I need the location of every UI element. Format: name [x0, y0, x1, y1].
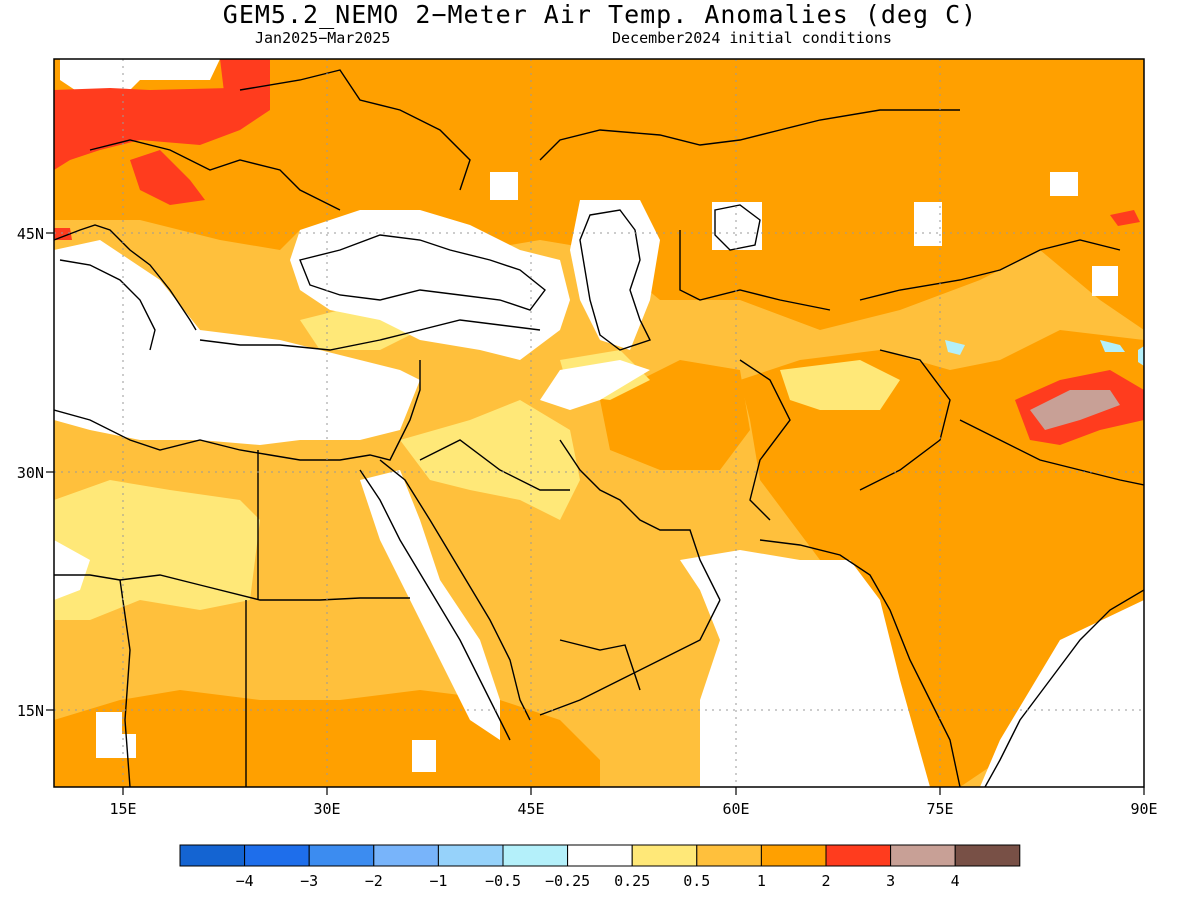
field-red-china-spot: [1110, 210, 1140, 226]
field-red-iberia-spot: [54, 228, 72, 240]
colorbar-box-5: [437, 844, 504, 867]
y-tick-label-15n: 15N: [17, 702, 44, 720]
russia-kazakh-border: [539, 109, 960, 161]
field-lightblue-spot-1: [945, 340, 965, 355]
plot-frame: [53, 58, 1145, 788]
colorbar-box-2: [244, 844, 310, 867]
colorbar-box-8: [631, 844, 698, 867]
field-yellow-arabia-north: [400, 400, 580, 520]
persian-gulf: [559, 439, 721, 601]
colorbar-box-9: [696, 844, 762, 867]
colorbar-box-11: [825, 844, 892, 867]
field-white-patch-china: [1092, 266, 1118, 296]
arabia-north-border: [419, 439, 570, 491]
colorbar-box-13: [954, 844, 1021, 867]
iran-afghan-border: [739, 359, 791, 521]
field-white-west-africa: [54, 540, 90, 600]
field-red-europe: [54, 88, 240, 170]
map-title: GEM5.2_NEMO 2−Meter Air Temp. Anomalies …: [222, 0, 978, 29]
colorbar-label-5: −0.5: [485, 872, 521, 890]
himalaya-border: [959, 419, 1144, 486]
field-orange-north: [54, 59, 1144, 330]
x-tick-label-30e: 30E: [313, 800, 340, 818]
field-white-bay-of-bengal: [980, 600, 1144, 787]
field-red-baltic: [220, 59, 270, 130]
turkey-south-coast: [199, 319, 541, 351]
colorbar-box-10: [760, 844, 827, 867]
x-tick-label-60e: 60E: [722, 800, 749, 818]
ukraine-russia-border: [239, 69, 471, 191]
field-orange-iran: [600, 360, 750, 470]
field-white-black-sea: [290, 210, 570, 360]
field-yellow-sahara: [54, 480, 260, 620]
colorbar-label-12: 4: [951, 872, 960, 890]
colorbar-label-10: 2: [821, 872, 830, 890]
field-white-aral: [712, 202, 762, 250]
field-white-patch-kazakh: [914, 202, 942, 246]
north-africa-coast: [54, 360, 421, 461]
colorbar-label-7: 0.25: [614, 872, 650, 890]
field-white-patch-ethiopia: [412, 740, 436, 772]
caspian-sea: [579, 209, 651, 351]
colorbar-box-1: [179, 844, 246, 867]
colorbar-box-4: [373, 844, 439, 867]
pakistan-border: [859, 349, 951, 491]
forecast-period: Jan2025−Mar2025: [255, 29, 391, 47]
field-white-patch-mongolia: [1050, 172, 1078, 196]
yemen-oman-border: [559, 639, 641, 691]
field-white-patch-russia: [490, 172, 518, 200]
red-sea-west: [359, 469, 511, 741]
colorbar-label-6: −0.25: [545, 872, 590, 890]
y-tick-label-45n: 45N: [17, 225, 44, 243]
colorbar: −4 −3 −2 −1 −0.5 −0.25 0.25 0.5 1 2 3 4: [179, 844, 1021, 890]
colorbar-label-1: −4: [236, 872, 254, 890]
field-white-patch-africa: [96, 712, 136, 758]
mauritania-border: [54, 574, 121, 581]
colorbar-label-8: 0.5: [683, 872, 710, 890]
field-white-red-sea: [360, 470, 500, 740]
x-tick-label-75e: 75E: [926, 800, 953, 818]
colorbar-box-12: [890, 844, 956, 867]
red-sea-east: [379, 459, 531, 721]
colorbar-label-2: −3: [300, 872, 318, 890]
graticule: [54, 59, 1144, 787]
x-tick-label-90e: 90E: [1130, 800, 1157, 818]
colorbar-label-3: −2: [365, 872, 383, 890]
anomaly-field: [54, 59, 1144, 787]
arabia-south-coast: [539, 599, 721, 716]
colorbar-box-3: [308, 844, 375, 867]
field-brown-tibet: [1030, 390, 1120, 430]
aral-sea: [714, 204, 761, 251]
india-west-coast: [759, 539, 961, 787]
field-white-gulf-north: [540, 360, 650, 410]
kazakh-china-border: [859, 239, 1121, 301]
field-white-mediterranean: [54, 240, 420, 445]
mali-niger-border: [119, 579, 131, 787]
colorbar-label-9: 1: [757, 872, 766, 890]
field-white-arabian-sea: [680, 550, 930, 787]
coastlines: [54, 69, 1144, 787]
colorbar-box-7: [567, 844, 633, 867]
india-east-coast: [984, 589, 1144, 787]
italy-west-coast: [59, 259, 156, 351]
tick-marks: [46, 232, 1145, 795]
field-yellow-afghanistan: [780, 360, 900, 410]
field-red-hungary: [130, 150, 205, 205]
sahel-border: [119, 574, 410, 601]
italy-coast: [54, 224, 197, 331]
initial-conditions: December2024 initial conditions: [612, 29, 892, 47]
field-lightblue-spot-2: [1100, 340, 1125, 352]
x-tick-label-45e: 45E: [517, 800, 544, 818]
field-lightblue-spot-3: [1138, 346, 1144, 366]
colorbar-label-4: −1: [429, 872, 447, 890]
central-europe-borders: [89, 139, 341, 211]
colorbar-label-11: 3: [886, 872, 895, 890]
colorbar-box-6: [502, 844, 569, 867]
turkmen-uzbek-border: [679, 230, 831, 311]
x-tick-label-15e: 15E: [109, 800, 136, 818]
y-tick-label-30n: 30N: [17, 464, 44, 482]
black-sea: [299, 234, 546, 311]
